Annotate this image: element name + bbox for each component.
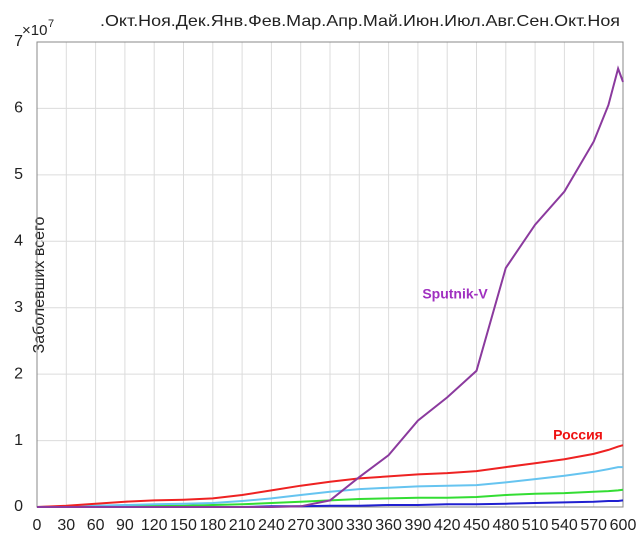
x-tick-label: 510 <box>522 517 549 534</box>
x-tick-label: 270 <box>287 517 314 534</box>
y-tick-label: 4 <box>14 233 23 250</box>
x-tick-label: 150 <box>170 517 197 534</box>
x-tick-label: 180 <box>199 517 226 534</box>
y-tick-label: 1 <box>14 432 23 449</box>
series-line <box>36 466 623 508</box>
x-tick-label: 60 <box>87 517 105 534</box>
x-tick-label: 330 <box>346 517 373 534</box>
x-tick-label: 240 <box>258 517 285 534</box>
y-tick-label: 6 <box>14 100 23 117</box>
x-tick-label: 210 <box>229 517 256 534</box>
x-tick-label: 0 <box>33 517 42 534</box>
y-scale-exponent: 7 <box>48 18 54 30</box>
y-scale-base: ×10 <box>22 22 47 39</box>
x-tick-label: 570 <box>580 517 607 534</box>
y-tick-label: 2 <box>14 365 23 382</box>
y-tick-label: 3 <box>14 299 23 316</box>
x-tick-label: 420 <box>434 517 461 534</box>
x-tick-label: 90 <box>116 517 134 534</box>
series-line <box>37 65 624 508</box>
x-tick-label: 540 <box>551 517 578 534</box>
x-tick-label: 450 <box>463 517 490 534</box>
x-tick-label: 120 <box>141 517 168 534</box>
x-tick-label: 480 <box>492 517 519 534</box>
x-tick-label: 300 <box>317 517 344 534</box>
y-tick-label: 0 <box>14 498 23 515</box>
annotation: Sputnik-V <box>422 286 488 302</box>
x-tick-label: 390 <box>405 517 432 534</box>
y-tick-label: 5 <box>14 166 23 183</box>
series-line <box>36 444 624 508</box>
y-axis-label: Заболевших всего <box>31 216 48 353</box>
series-line <box>37 488 624 508</box>
annotation: Россия <box>553 427 603 443</box>
x-tick-label: 30 <box>57 517 75 534</box>
x-tick-label: 360 <box>375 517 402 534</box>
y-tick-label: 7 <box>14 33 23 50</box>
x-tick-label: 600 <box>610 517 637 534</box>
plot-frame <box>36 41 624 508</box>
top-axis-label: .Окт.Ноя.Дек.Янв.Фев.Мар.Апр.Май.Июн.Июл… <box>100 13 620 30</box>
